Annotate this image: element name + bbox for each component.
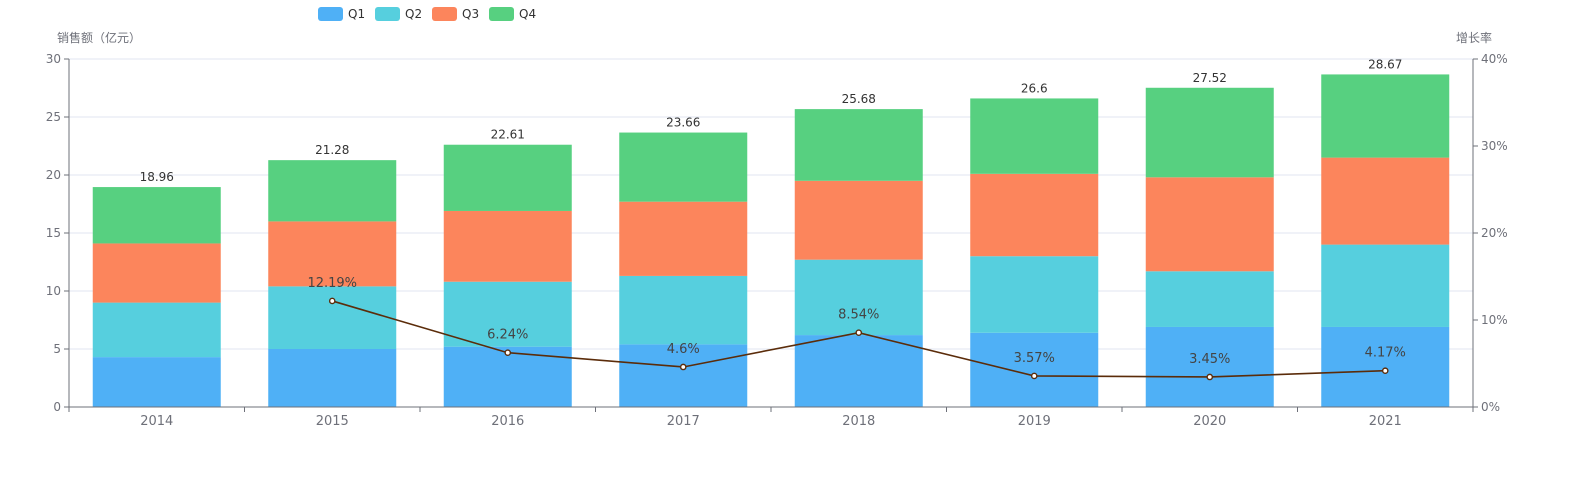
legend-label: Q2 xyxy=(405,7,422,21)
legend-label: Q3 xyxy=(462,7,479,21)
bar-q3-2016[interactable] xyxy=(443,210,572,282)
bar-q1-2017[interactable] xyxy=(619,344,748,407)
bar-total-label: 22.61 xyxy=(491,128,525,142)
axes: 0 5 10 15 20 25 30 0% 10% 20% 30% 40% 2014 2015 2016 20… xyxy=(46,52,1508,429)
bar-q3-2020[interactable] xyxy=(1145,177,1274,272)
x-tick-label: 2018 xyxy=(842,414,875,429)
bar-q1-2019[interactable] xyxy=(970,332,1099,407)
growth-rate-label: 3.45% xyxy=(1189,352,1230,367)
growth-rate-label: 4.6% xyxy=(667,342,700,357)
growth-rate-point[interactable] xyxy=(1381,367,1389,375)
legend-label: Q4 xyxy=(519,7,536,21)
y-axis-left-label: 销售额（亿元） xyxy=(57,30,141,45)
bar-q3-2019[interactable] xyxy=(970,173,1099,257)
bar-q3-2017[interactable] xyxy=(619,201,748,276)
bar-q1-2018[interactable] xyxy=(794,335,923,407)
bar-q2-2017[interactable] xyxy=(619,275,748,345)
y-left-tick-label: 10 xyxy=(46,284,61,298)
y-right-tick-label: 10% xyxy=(1481,313,1508,327)
bar-q2-2021[interactable] xyxy=(1321,244,1450,327)
bar-q4-2016[interactable] xyxy=(443,144,572,211)
bar-total-label: 21.28 xyxy=(315,143,349,157)
y-right-tick-label: 0% xyxy=(1481,400,1500,414)
bar-q2-2014[interactable] xyxy=(92,302,221,358)
bar-q2-2015[interactable] xyxy=(268,286,397,349)
growth-rate-point[interactable] xyxy=(1030,372,1038,380)
growth-rate-label: 12.19% xyxy=(307,276,357,291)
growth-rate-label: 8.54% xyxy=(838,308,879,323)
bar-q2-2016[interactable] xyxy=(443,281,572,347)
x-tick-label: 2015 xyxy=(316,414,349,429)
bar-q3-2021[interactable] xyxy=(1321,157,1450,245)
legend-swatch xyxy=(375,7,400,21)
legend-swatch xyxy=(489,7,514,21)
growth-rate-label: 3.57% xyxy=(1014,351,1055,366)
bar-total-label: 26.6 xyxy=(1021,81,1048,95)
bar-q4-2021[interactable] xyxy=(1321,74,1450,158)
x-tick-label: 2021 xyxy=(1369,414,1402,429)
bar-marks xyxy=(92,74,1450,407)
y-left-tick-label: 30 xyxy=(46,52,61,66)
legend-item-q3[interactable]: Q3 xyxy=(432,7,479,21)
y-right-tick-label: 40% xyxy=(1481,52,1508,66)
y-left-tick-label: 25 xyxy=(46,110,61,124)
bar-q1-2014[interactable] xyxy=(92,357,221,407)
legend-swatch xyxy=(432,7,457,21)
growth-rate-point[interactable] xyxy=(1206,373,1214,381)
growth-rate-point[interactable] xyxy=(679,363,687,371)
y-left-tick-label: 20 xyxy=(46,168,61,182)
bar-total-label: 23.66 xyxy=(666,116,700,130)
bar-q1-2015[interactable] xyxy=(268,349,397,407)
growth-rate-point[interactable] xyxy=(855,329,863,337)
bar-q4-2018[interactable] xyxy=(794,109,923,181)
bar-q1-2020[interactable] xyxy=(1145,326,1274,407)
bar-q2-2020[interactable] xyxy=(1145,271,1274,327)
bar-total-label: 25.68 xyxy=(842,92,876,106)
growth-rate-label: 6.24% xyxy=(487,328,528,343)
x-tick-label: 2014 xyxy=(140,414,173,429)
bar-q4-2019[interactable] xyxy=(970,98,1099,174)
legend[interactable]: Q1 Q2 Q3 Q4 xyxy=(318,7,536,21)
x-tick-label: 2017 xyxy=(667,414,700,429)
x-tick-label: 2019 xyxy=(1018,414,1051,429)
bar-q1-2021[interactable] xyxy=(1321,326,1450,407)
growth-rate-label: 4.17% xyxy=(1365,346,1406,361)
y-axis-right-label: 增长率 xyxy=(1456,30,1492,45)
y-left-tick-label: 0 xyxy=(53,400,61,414)
bar-q3-2014[interactable] xyxy=(92,243,221,303)
growth-rate-point[interactable] xyxy=(504,349,512,357)
bar-q3-2015[interactable] xyxy=(268,221,397,287)
bar-q4-2014[interactable] xyxy=(92,187,221,244)
bar-q3-2018[interactable] xyxy=(794,180,923,260)
legend-item-q4[interactable]: Q4 xyxy=(489,7,536,21)
y-left-tick-label: 15 xyxy=(46,226,61,240)
y-right-tick-label: 20% xyxy=(1481,226,1508,240)
bar-q4-2015[interactable] xyxy=(268,160,397,222)
bar-total-label: 28.67 xyxy=(1368,57,1402,71)
bar-q2-2018[interactable] xyxy=(794,259,923,336)
bar-q4-2020[interactable] xyxy=(1145,87,1274,178)
data-labels: 18.96 21.28 22.61 23.66 25.68 26.6 27.52 28.67 1… xyxy=(140,57,1406,367)
bar-q2-2019[interactable] xyxy=(970,256,1099,333)
legend-item-q1[interactable]: Q1 xyxy=(318,7,365,21)
bar-q4-2017[interactable] xyxy=(619,132,748,202)
x-tick-label: 2020 xyxy=(1193,414,1226,429)
bar-total-label: 18.96 xyxy=(140,170,174,184)
y-right-tick-label: 30% xyxy=(1481,139,1508,153)
growth-rate-line xyxy=(328,297,1389,381)
x-tick-label: 2016 xyxy=(491,414,524,429)
growth-rate-point[interactable] xyxy=(328,297,336,305)
legend-item-q2[interactable]: Q2 xyxy=(375,7,422,21)
legend-label: Q1 xyxy=(348,7,365,21)
y-left-tick-label: 5 xyxy=(53,342,61,356)
bar-total-label: 27.52 xyxy=(1193,71,1227,85)
legend-swatch xyxy=(318,7,343,21)
